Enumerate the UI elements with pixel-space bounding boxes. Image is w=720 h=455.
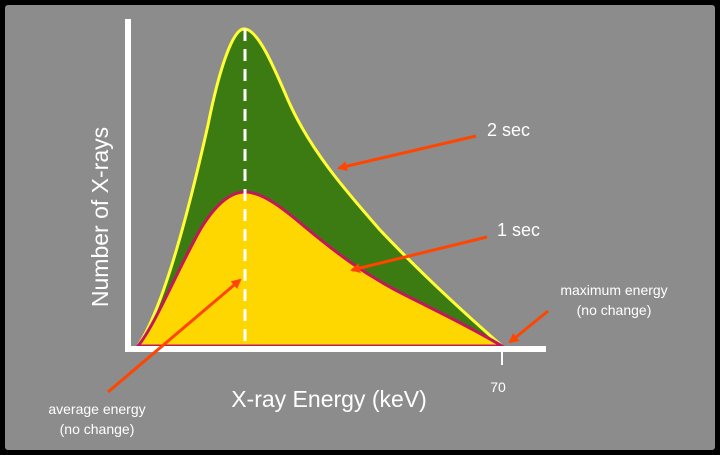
label-2-sec: 2 sec xyxy=(487,120,530,140)
label-1-sec: 1 sec xyxy=(497,220,540,240)
arrow-max-energy xyxy=(508,309,549,344)
arrow-1-sec xyxy=(350,235,488,273)
spectrum-plot: Number of X-rays X-ray Energy (keV) 70 2… xyxy=(48,19,668,437)
arrow-2-sec xyxy=(337,134,477,172)
arrow-avg-energy xyxy=(107,278,242,394)
figure-panel: Number of X-rays X-ray Energy (keV) 70 2… xyxy=(5,5,715,450)
spectrum-1sec-area xyxy=(134,190,508,348)
max-energy-label-line2: (no change) xyxy=(577,302,652,318)
y-axis-title: Number of X-rays xyxy=(87,127,113,307)
avg-energy-label-line1: average energy xyxy=(48,401,145,417)
avg-energy-label-line2: (no change) xyxy=(60,421,135,437)
max-energy-label-line1: maximum energy xyxy=(560,282,667,298)
x-tick-label-70: 70 xyxy=(490,379,506,395)
x-axis-title: X-ray Energy (keV) xyxy=(231,386,427,412)
